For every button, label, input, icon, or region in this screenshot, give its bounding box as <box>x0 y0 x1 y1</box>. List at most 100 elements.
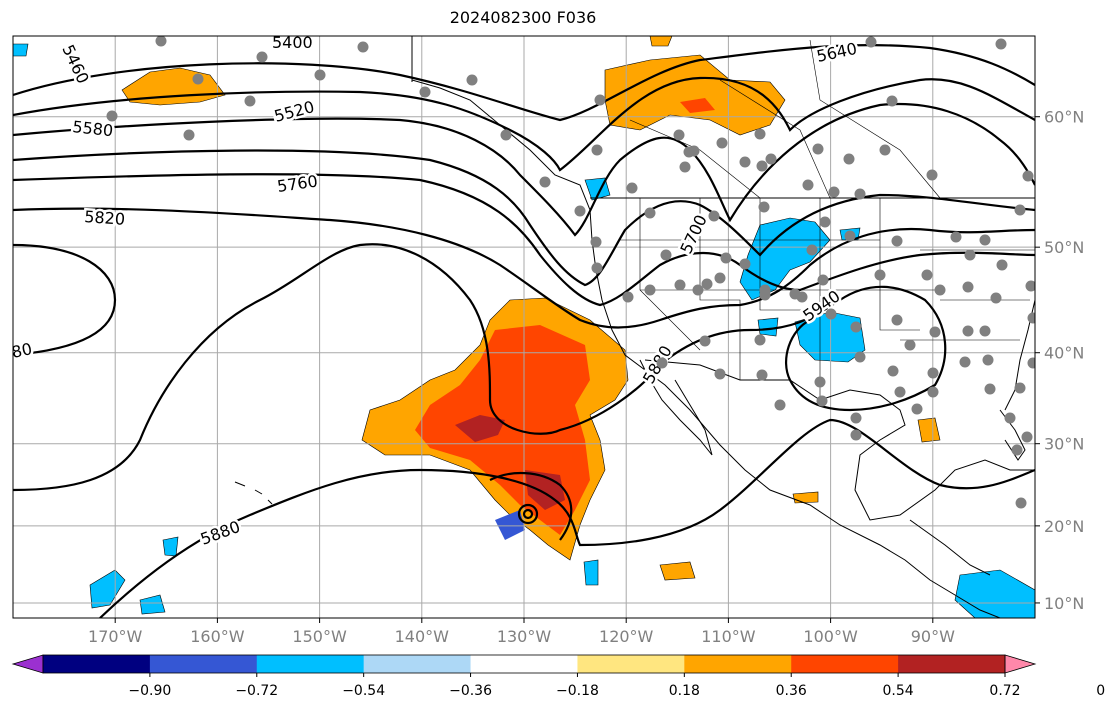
station-dot <box>644 207 656 219</box>
station-dot <box>539 176 551 188</box>
longitude-tick-label: 170°W <box>88 627 143 646</box>
station-dot <box>926 169 938 181</box>
height-contours <box>13 43 1035 618</box>
station-dot <box>990 292 1002 304</box>
contour-line <box>13 43 1035 122</box>
station-dot <box>850 412 862 424</box>
contour-line <box>13 207 1035 329</box>
station-dot <box>692 284 704 296</box>
station-dot <box>1011 444 1023 456</box>
station-dot <box>714 272 726 284</box>
station-dot <box>699 335 711 347</box>
station-dot <box>591 262 603 274</box>
station-dot <box>1027 357 1035 369</box>
station-dot <box>874 269 886 281</box>
station-dot <box>626 182 638 194</box>
station-dot <box>500 129 512 141</box>
colorbar-segment <box>684 655 792 673</box>
station-dot <box>644 284 656 296</box>
station-dot <box>591 144 603 156</box>
contour-label: 5820 <box>84 207 126 229</box>
positive-anomaly-region <box>917 417 941 443</box>
station-dot <box>894 386 906 398</box>
station-dot <box>962 325 974 337</box>
storm-center-contour <box>522 508 534 520</box>
negative-anomaly-region <box>162 536 179 557</box>
station-dot <box>962 281 974 293</box>
negative-anomaly-region <box>954 569 1035 618</box>
colorbar-tick-label: 0.54 <box>883 683 914 699</box>
colorbar-segment <box>43 655 151 673</box>
station-dot <box>716 137 728 149</box>
contour-line <box>13 243 947 492</box>
station-dot <box>756 160 768 172</box>
contour-line <box>13 149 1035 287</box>
station-dot <box>590 236 602 248</box>
station-dot <box>466 74 478 86</box>
negative-anomaly-region <box>757 317 779 337</box>
station-dot <box>759 289 771 301</box>
colorbar-outline <box>42 654 1006 674</box>
coastlines <box>234 36 1035 618</box>
station-dot <box>950 231 962 243</box>
colorbar-segment <box>363 655 472 673</box>
border-line <box>879 198 920 331</box>
station-dot <box>814 376 826 388</box>
colorbar: −0.90 −0.72 −0.54 −0.36 −0.18 0.18 0.36 0.54 0.7… <box>11 654 1105 699</box>
contour-line <box>489 471 573 541</box>
station-dot <box>984 383 996 395</box>
station-dot <box>1014 204 1026 216</box>
station-dot <box>979 234 991 246</box>
anomaly-shading <box>13 36 1035 618</box>
station-dot <box>817 274 829 286</box>
station-markers <box>106 36 1035 509</box>
station-dot <box>843 153 855 165</box>
colorbar-segment <box>149 655 258 673</box>
station-dot <box>1027 312 1035 324</box>
station-dot <box>758 201 770 213</box>
positive-anomaly-region <box>649 36 673 47</box>
station-dot <box>927 386 939 398</box>
colorbar-tick-label: 0.90 <box>1096 683 1105 699</box>
station-dot <box>256 51 268 63</box>
positive-anomaly-region <box>659 561 696 581</box>
station-dot <box>1025 280 1035 292</box>
colorbar-tick-label: −0.36 <box>449 683 492 699</box>
negative-anomaly-region <box>583 559 599 586</box>
station-dot <box>825 308 837 320</box>
station-dot <box>964 249 976 261</box>
station-dot <box>679 161 691 173</box>
station-dot <box>816 395 828 407</box>
station-dot <box>927 367 939 379</box>
station-dot <box>865 36 877 48</box>
colorbar-tick-label: −0.18 <box>556 683 599 699</box>
station-dot <box>929 326 941 338</box>
station-dot <box>812 143 824 155</box>
station-dot <box>1021 431 1033 443</box>
station-dot <box>688 145 700 157</box>
station-dot <box>708 210 720 222</box>
border-line <box>699 198 741 380</box>
station-dot <box>574 205 586 217</box>
longitude-tick-label: 160°W <box>190 627 245 646</box>
storm-center-contour <box>517 503 539 525</box>
station-dot <box>828 186 840 198</box>
station-dot <box>1022 170 1034 182</box>
station-dot <box>622 291 634 303</box>
station-dot <box>754 128 766 140</box>
station-dot <box>183 129 195 141</box>
station-dot <box>850 321 862 333</box>
station-dot <box>904 339 916 351</box>
hawaii-islands <box>234 481 273 505</box>
border-line <box>809 39 941 199</box>
station-dot <box>739 258 751 270</box>
positive-anomaly-region <box>792 491 819 504</box>
longitude-tick-label: 130°W <box>497 627 552 646</box>
latitude-tick-label: 50°N <box>1044 238 1084 257</box>
station-dot <box>656 357 668 369</box>
station-dot <box>1015 497 1027 509</box>
station-dot <box>754 334 766 346</box>
station-dot <box>879 144 891 156</box>
political-borders <box>620 39 1035 400</box>
